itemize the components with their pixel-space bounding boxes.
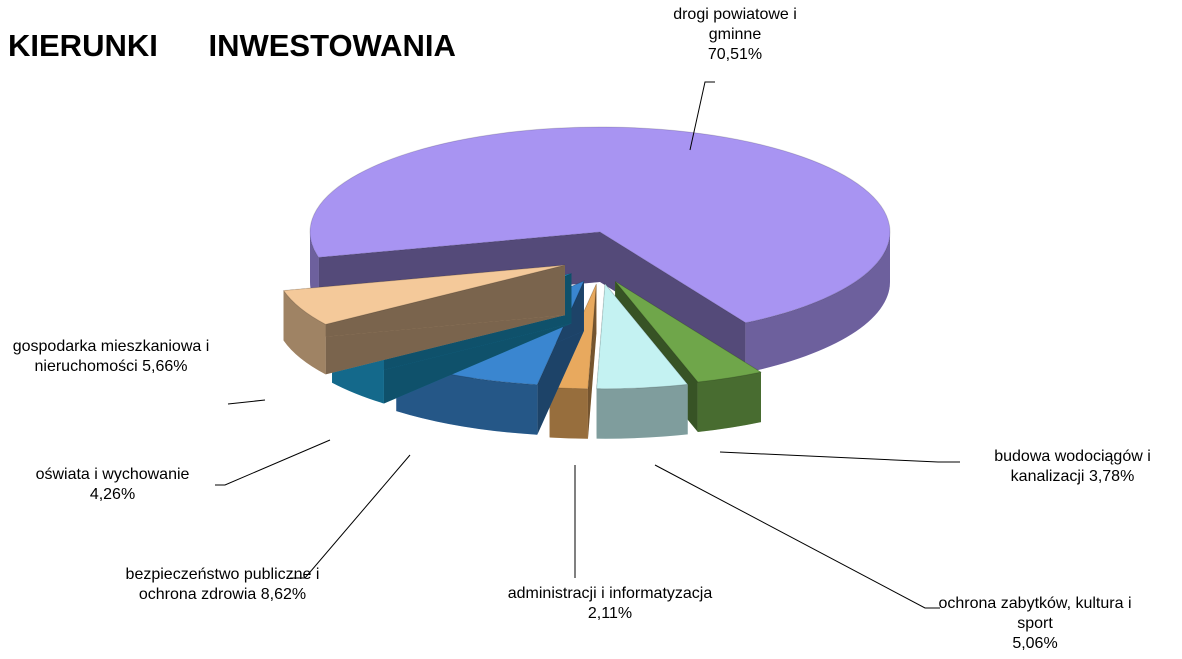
slice-label: gospodarka mieszkaniowa i nieruchomości …	[0, 337, 222, 377]
slice-top	[614, 280, 763, 383]
slice-label: ochrona zabytków, kultura i sport 5,06%	[930, 594, 1140, 654]
slice-label: administracji i informatyzacja 2,11%	[495, 584, 725, 624]
category-label: budowa wodociągów i kanalizacji	[994, 448, 1151, 485]
category-label: drogi powiatowe i gminne	[673, 6, 797, 43]
category-label: gospodarka mieszkaniowa i nieruchomości	[12, 338, 210, 375]
leader-line	[689, 81, 715, 151]
slice-label: oświata i wychowanie 4,26%	[5, 465, 220, 505]
slice-top	[282, 264, 566, 325]
leader-line	[654, 464, 940, 609]
slice-side-shade	[745, 232, 890, 373]
slice-side	[549, 387, 588, 439]
slice-top	[309, 126, 891, 324]
slice-side	[596, 384, 688, 439]
leader-line	[719, 451, 960, 463]
leader-line	[290, 454, 411, 579]
value-label: 8,62%	[260, 586, 307, 603]
slice-side-shade	[596, 384, 688, 439]
slice	[282, 264, 566, 375]
slice-side	[745, 232, 890, 373]
slice-side	[283, 290, 326, 375]
slice	[596, 282, 689, 439]
slice-label: bezpieczeństwo publiczne i ochrona zdrow…	[125, 565, 320, 605]
value-label: 3,78%	[1088, 468, 1135, 485]
slice-side-shade	[283, 265, 565, 341]
value-label: 5,66%	[142, 358, 188, 375]
category-label: administracji i informatyzacja	[507, 585, 713, 602]
slice-side-shade	[283, 290, 326, 375]
slice-label: budowa wodociągów i kanalizacji 3,78%	[965, 447, 1180, 487]
value-label: 70,51%	[707, 46, 763, 63]
value-label: 5,06%	[1012, 635, 1058, 652]
category-label: bezpieczeństwo publiczne i ochrona zdrow…	[125, 566, 320, 603]
value-label: 4,26%	[89, 486, 136, 503]
value-label: 2,11%	[587, 605, 633, 622]
slice-side	[697, 372, 761, 433]
category-label: ochrona zabytków, kultura i sport	[938, 595, 1132, 632]
slice-side-shade	[600, 232, 746, 373]
leader-line	[227, 399, 266, 405]
category-label: oświata i wychowanie	[35, 466, 190, 483]
leader-line	[215, 439, 331, 486]
slice-label: drogi powiatowe i gminne 70,51%	[655, 5, 815, 65]
slice-side-shade	[697, 372, 761, 433]
slice-side-shade	[549, 387, 588, 439]
slice-top	[596, 282, 689, 390]
chart-title: KIERUNKI INWESTOWANIA	[8, 28, 456, 63]
